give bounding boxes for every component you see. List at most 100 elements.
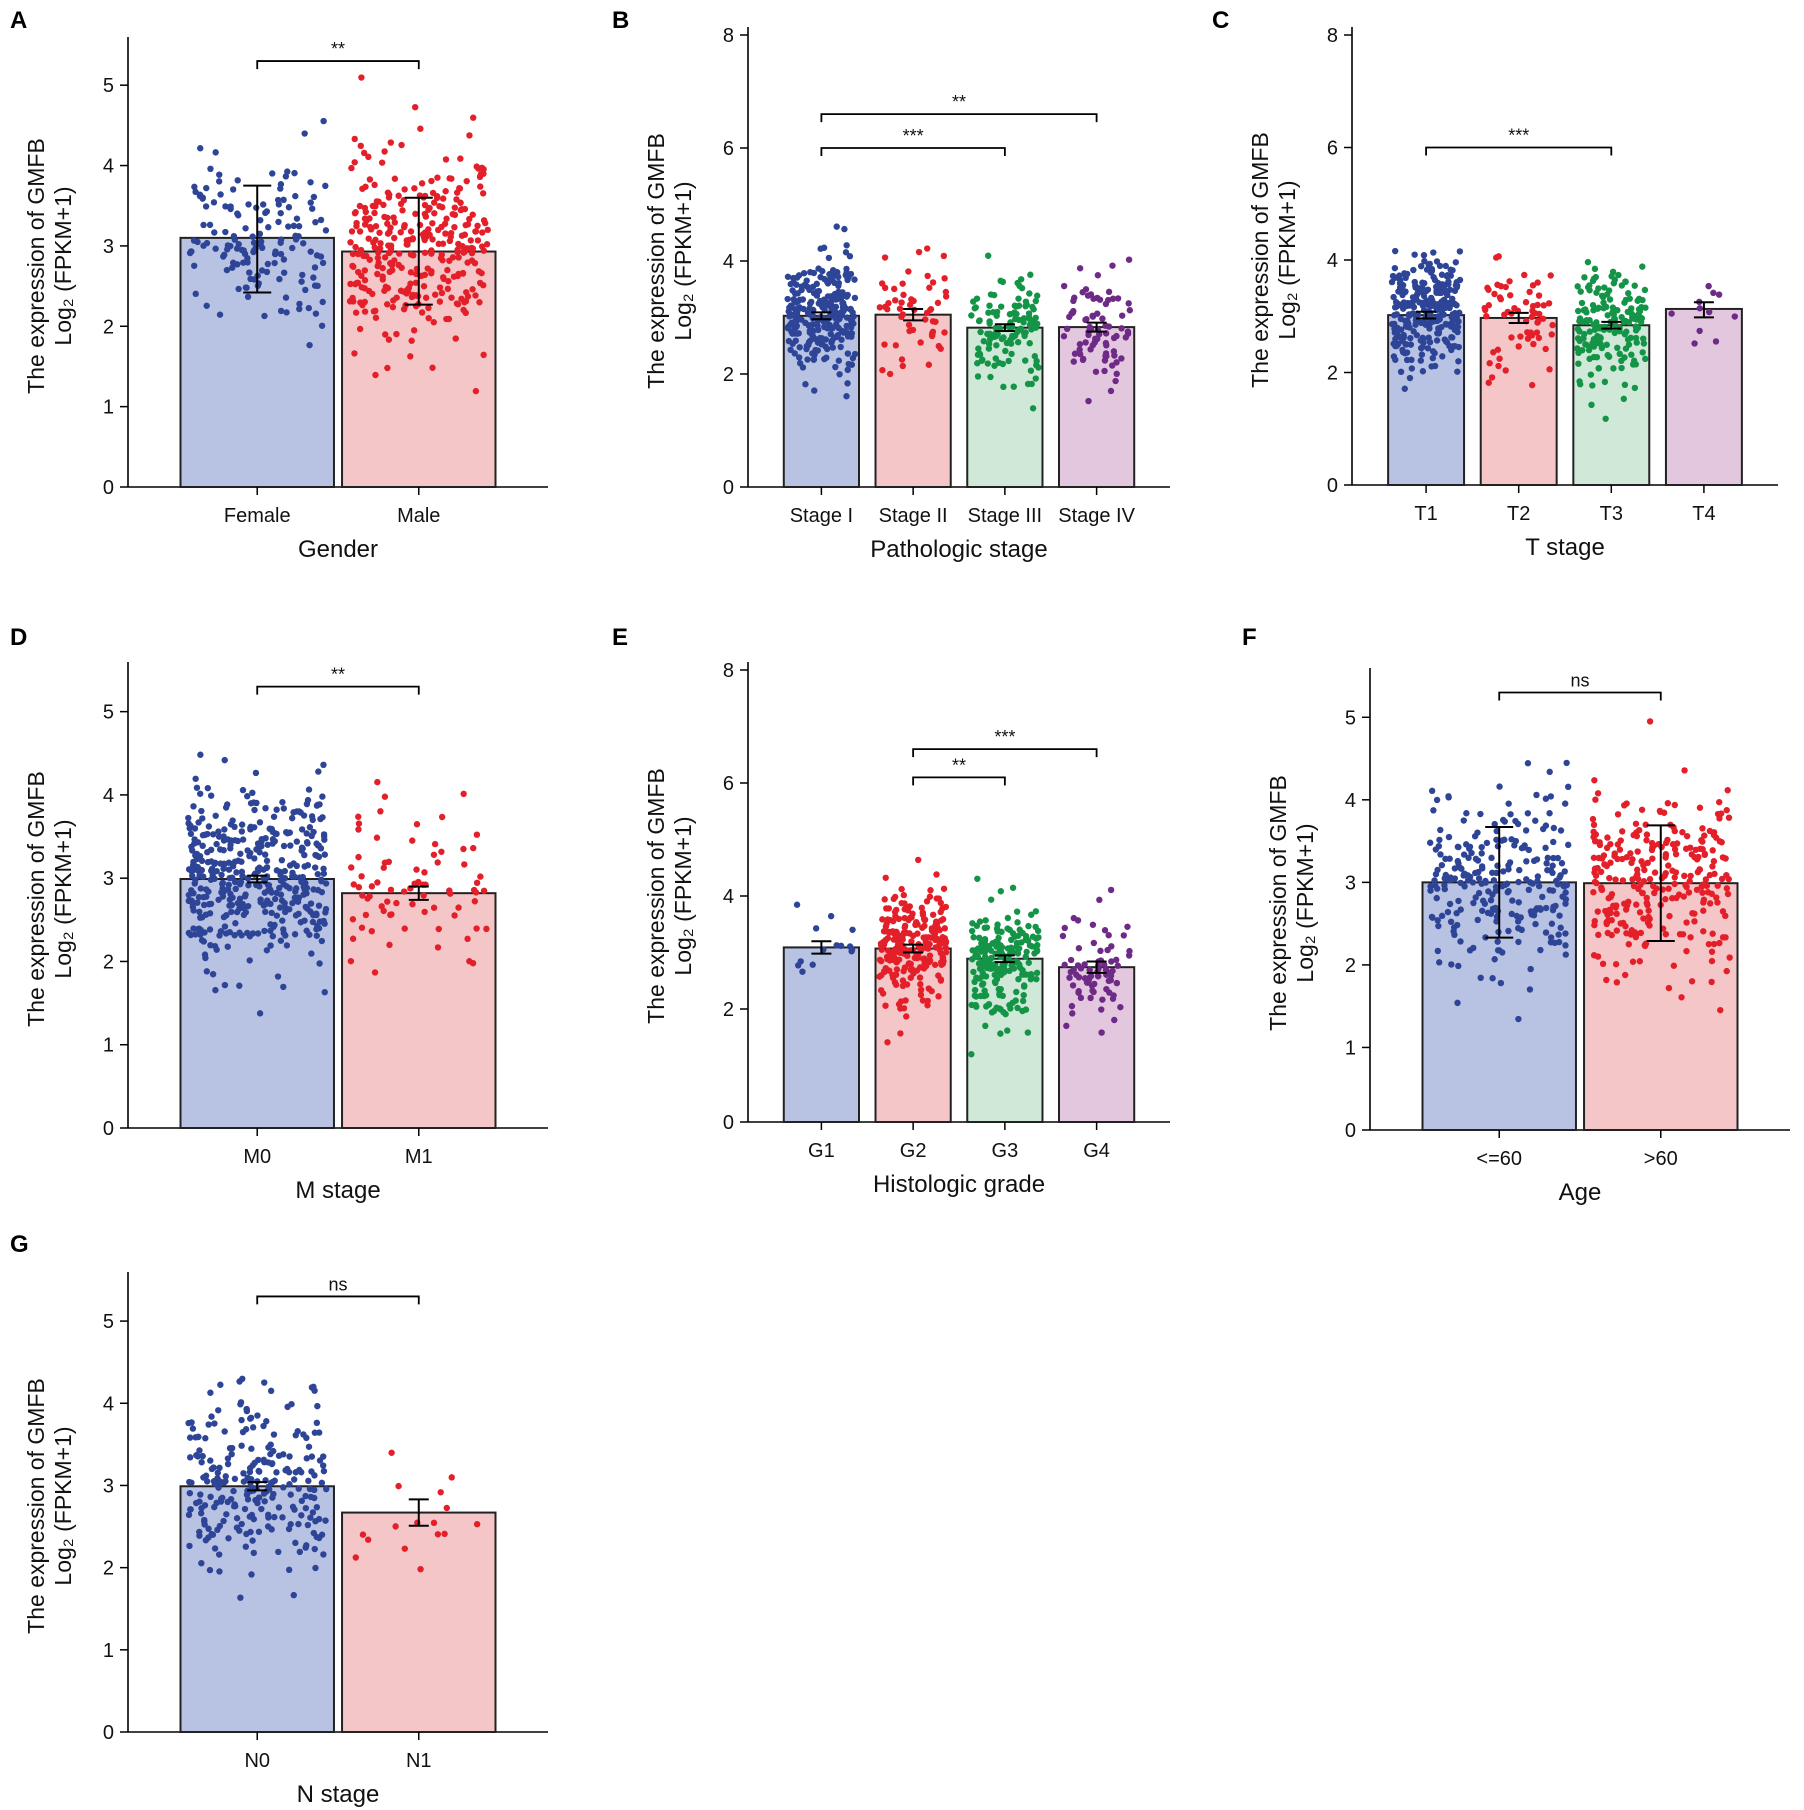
- data-point: [319, 298, 326, 306]
- data-point: [835, 324, 842, 332]
- data-point: [1683, 832, 1691, 840]
- data-point: [205, 823, 213, 830]
- data-point: [484, 226, 491, 234]
- data-point: [236, 1527, 243, 1534]
- significance-label: ns: [328, 1274, 347, 1294]
- data-point: [1453, 314, 1460, 321]
- data-point: [389, 303, 397, 311]
- data-point: [403, 241, 410, 248]
- data-point: [1486, 360, 1493, 367]
- data-point: [1466, 873, 1474, 881]
- data-point: [1029, 933, 1037, 940]
- data-point: [1478, 850, 1485, 857]
- data-point: [1648, 839, 1656, 847]
- data-point: [1022, 302, 1029, 310]
- data-point: [811, 387, 818, 394]
- data-point: [260, 1456, 268, 1464]
- data-point: [1497, 979, 1505, 987]
- data-point: [1714, 810, 1722, 818]
- data-point: [1022, 953, 1029, 960]
- data-point: [266, 825, 273, 832]
- data-point: [916, 974, 924, 981]
- data-point: [1114, 295, 1122, 302]
- data-point: [920, 915, 928, 923]
- data-point: [292, 1539, 299, 1547]
- data-point: [799, 968, 806, 975]
- data-point: [1433, 287, 1440, 294]
- data-point: [904, 952, 911, 960]
- data-point: [1465, 854, 1472, 862]
- data-point: [991, 362, 998, 369]
- data-point: [361, 221, 369, 228]
- data-point: [1534, 279, 1541, 286]
- data-point: [409, 236, 416, 243]
- data-point: [289, 244, 296, 252]
- data-point: [1118, 355, 1125, 362]
- data-point: [316, 918, 324, 925]
- data-point: [1613, 927, 1621, 934]
- data-point: [1555, 938, 1563, 946]
- data-point: [1067, 956, 1075, 964]
- data-point: [1092, 368, 1100, 375]
- data-point: [1478, 843, 1485, 851]
- data-point: [794, 962, 802, 969]
- data-point: [351, 159, 358, 166]
- data-point: [234, 837, 242, 845]
- x-tick-label: G1: [808, 1140, 835, 1162]
- data-point: [265, 224, 272, 231]
- y-axis-title-line2: Log₂ (FPKM+1): [50, 186, 76, 345]
- data-point: [371, 209, 378, 217]
- data-point: [1634, 871, 1641, 878]
- data-point: [1633, 339, 1640, 346]
- data-point: [474, 237, 482, 244]
- data-point: [255, 1456, 262, 1464]
- data-point: [186, 825, 193, 832]
- data-point: [932, 944, 940, 951]
- data-point: [217, 191, 224, 198]
- data-point: [303, 1542, 310, 1549]
- data-point: [1437, 826, 1444, 834]
- data-point: [1614, 811, 1622, 818]
- data-point: [907, 960, 915, 968]
- data-point: [1679, 931, 1687, 938]
- data-point: [207, 1457, 214, 1464]
- data-point: [247, 1414, 255, 1421]
- data-point: [271, 259, 278, 267]
- data-point: [246, 1468, 254, 1476]
- data-point: [1598, 886, 1605, 893]
- data-point: [1699, 881, 1707, 888]
- y-tick-label: 3: [103, 236, 114, 258]
- data-point: [439, 195, 447, 202]
- data-point: [926, 284, 933, 291]
- data-point: [200, 901, 208, 909]
- data-point: [1636, 909, 1644, 916]
- data-point: [1618, 357, 1625, 365]
- data-point: [476, 299, 483, 306]
- data-point: [815, 326, 822, 334]
- data-point: [1638, 806, 1646, 813]
- data-point: [386, 941, 393, 949]
- y-tick-label: 2: [1327, 363, 1338, 385]
- y-axis-title: The expression of GMFBLog₂ (FPKM+1): [1247, 132, 1300, 388]
- data-point: [351, 209, 359, 217]
- data-point: [246, 852, 253, 860]
- data-point: [1000, 383, 1007, 391]
- data-point: [1009, 884, 1017, 891]
- data-point: [1671, 874, 1678, 881]
- data-point: [847, 305, 854, 313]
- data-point: [289, 899, 296, 907]
- data-point: [380, 907, 387, 915]
- data-point: [229, 186, 237, 193]
- data-point: [1496, 947, 1503, 954]
- data-point: [387, 139, 394, 146]
- data-point: [851, 276, 858, 283]
- data-point: [1683, 883, 1690, 891]
- data-point: [1709, 930, 1716, 937]
- data-point: [1442, 262, 1449, 270]
- data-point: [246, 957, 253, 964]
- data-point: [231, 932, 238, 939]
- data-point: [1696, 845, 1704, 853]
- data-point: [1070, 966, 1077, 974]
- bracket-line: [912, 776, 1006, 786]
